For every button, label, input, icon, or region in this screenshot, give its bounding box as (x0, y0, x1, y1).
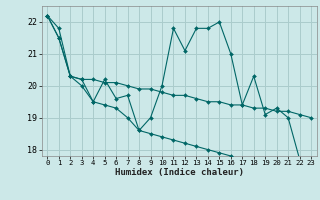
X-axis label: Humidex (Indice chaleur): Humidex (Indice chaleur) (115, 168, 244, 177)
